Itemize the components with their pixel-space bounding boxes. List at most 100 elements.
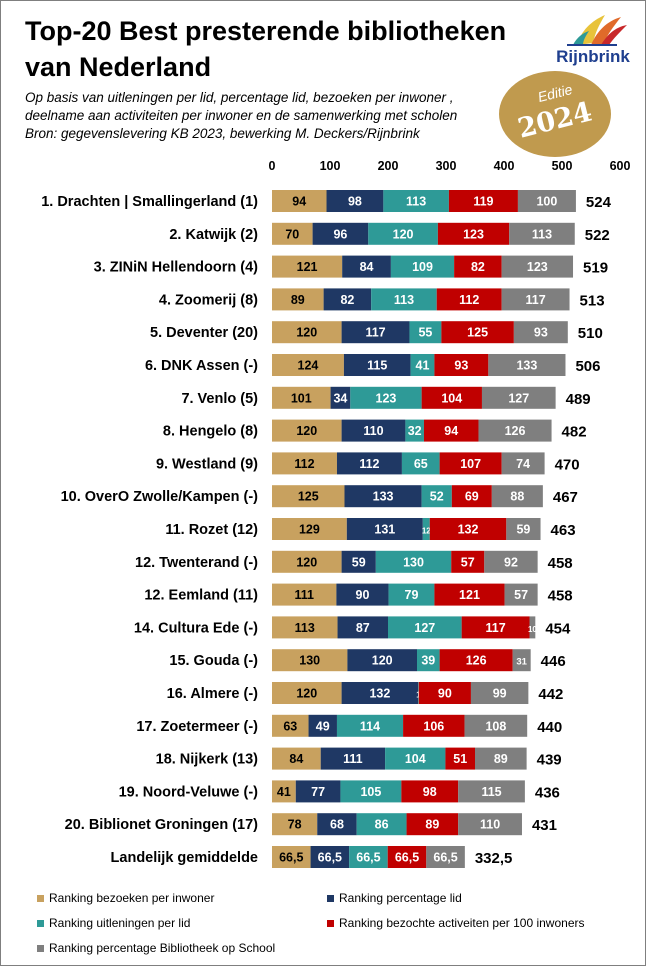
data-label-bezoeken: 41 [277,785,291,799]
total-label: 467 [553,489,578,506]
rijnbrink-logo: Rijnbrink [547,11,639,73]
total-label: 482 [562,424,587,441]
bar-segment-school [488,354,566,376]
data-label-uitleningen: 109 [412,260,433,274]
data-label-uitleningen: 55 [418,326,432,340]
legend: Ranking bezoeken per inwoner Ranking perc… [37,887,637,959]
bar-segment-uitleningen [401,452,440,475]
bar-segment-activiteiten [429,518,507,540]
bar-segment-bezoeken [272,682,342,704]
x-tick-label: 200 [378,159,399,173]
x-tick-label: 600 [610,159,631,173]
data-label-uitleningen: 41 [416,359,430,373]
bar-segment-activiteiten [451,550,485,573]
bar-segment-activiteiten [439,452,502,475]
data-label-bezoeken: 89 [291,293,305,307]
bar-segment-uitleningen [340,780,402,803]
data-label-school: 115 [481,785,501,799]
data-label-lid: 117 [365,326,385,340]
data-label-bezoeken: 120 [296,687,317,701]
data-label-bezoeken: 111 [294,588,314,602]
bar-segment-school [517,190,576,212]
data-label-activiteiten: 107 [460,457,481,471]
data-label-bezoeken: 120 [296,555,317,569]
bar-segment-uitleningen [421,485,452,508]
data-label-activiteiten: 98 [423,785,437,799]
bar-segment-lid [336,452,402,475]
data-label-school: 31 [516,657,527,668]
data-label-bezoeken: 101 [291,391,312,405]
data-label-bezoeken: 124 [298,359,319,373]
data-label-bezoeken: 84 [289,752,303,766]
data-label-bezoeken: 129 [299,523,320,537]
bar-segment-bezoeken [272,747,321,770]
total-label: 440 [537,719,562,736]
bar-segment-activiteiten [448,190,518,212]
legend-label: Ranking bezochte activeiten per 100 inwo… [339,916,585,930]
data-label-activiteiten: 104 [441,391,462,405]
subtitle: Op basis van uitleningen per lid, percen… [25,89,505,143]
data-label-activiteiten: 123 [463,227,484,241]
bar-segment-uitleningen [409,321,442,344]
edition-badge: Editie 2024 [499,71,611,157]
subtitle-line-2: deelname aan activiteiten per inwoner en… [25,108,458,123]
bar-segment-lid [343,354,411,376]
category-label: 1. Drachten | Smallingerland (1) [41,194,258,210]
data-label-lid: 49 [316,719,330,733]
bar-segment-lid [317,813,357,836]
bar-segment-uitleningen [356,813,407,836]
data-label-activiteiten: 69 [465,490,479,504]
bar-segment-bezoeken [272,813,318,836]
data-label-uitleningen: 113 [394,293,414,307]
data-label-activiteiten: 106 [423,719,444,733]
bar-segment-school [481,386,556,409]
bar-segment-bezoeken [272,386,331,409]
data-label-school: 113 [532,227,552,241]
bar-segment-bezoeken [272,846,311,868]
category-label: 12. Twenterand (-) [135,555,258,571]
data-label-lid: 120 [372,654,393,668]
data-label-activiteiten: 89 [425,818,439,832]
data-label-bezoeken: 78 [288,818,302,832]
bar-segment-lid [330,386,351,409]
bar-segment-activiteiten [436,288,502,311]
bar-segment-lid [341,419,406,442]
data-label-uitleningen: 32 [408,424,422,438]
data-label-school: 123 [527,260,548,274]
bar-segment-uitleningen [417,649,440,672]
logo-text: Rijnbrink [556,47,630,66]
bar-segment-lid [295,780,341,803]
data-label-uitleningen: 52 [430,490,444,504]
data-label-activiteiten: 125 [467,326,488,340]
data-label-lid: 87 [356,621,370,635]
data-label-activiteiten: 117 [486,621,506,635]
data-label-lid: 111 [343,752,363,766]
data-label-uitleningen: 114 [360,719,380,733]
bar-segment-school [458,813,522,836]
subtitle-line-1: Op basis van uitleningen per lid, percen… [25,90,454,105]
bar-segment-school [501,288,570,311]
x-tick-label: 0 [269,159,276,173]
data-label-bezoeken: 112 [294,457,314,471]
source-line: Bron: gegevenslevering KB 2023, bewerkin… [25,126,420,141]
bar-segment-school [464,714,528,737]
data-label-school: 133 [516,359,537,373]
bar-segment-lid [336,583,389,606]
bar-segment-bezoeken [272,780,296,803]
data-label-school: 92 [504,555,518,569]
data-label-bezoeken: 130 [299,654,320,668]
bar-segment-bezoeken [272,190,327,212]
data-label-uitleningen: 123 [376,391,397,405]
legend-swatch [37,895,44,902]
bar-segment-activiteiten [418,682,471,704]
category-label: 14. Cultura Ede (-) [134,620,258,636]
category-label: 15. Gouda (-) [169,653,258,669]
bar-segment-lid [308,714,337,737]
data-label-uitleningen: 65 [414,457,428,471]
bar-segment-uitleningen [418,682,419,704]
bar-segment-uitleningen [388,583,435,606]
bar-segment-uitleningen [385,747,446,770]
bar-segment-uitleningen [349,846,388,868]
data-label-school: 59 [516,523,530,537]
x-tick-label: 400 [494,159,515,173]
